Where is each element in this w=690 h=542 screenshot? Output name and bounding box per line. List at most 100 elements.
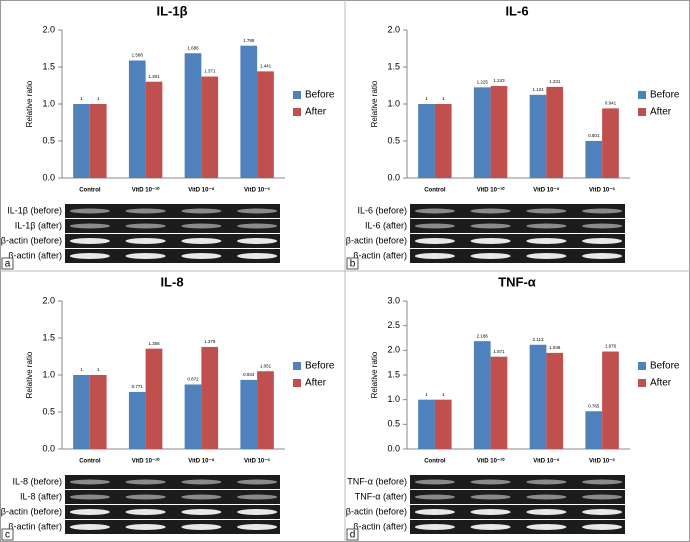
gel-band bbox=[526, 208, 567, 214]
gel-band bbox=[470, 494, 511, 500]
legend-swatch bbox=[638, 91, 646, 99]
y-tick-label: 2.0 bbox=[387, 345, 400, 355]
gel-band bbox=[526, 223, 567, 229]
bar bbox=[201, 76, 219, 178]
gel-label: β-actin (after) bbox=[8, 250, 62, 260]
gel-label: IL-6 (before) bbox=[357, 205, 407, 215]
gel-band bbox=[237, 208, 278, 214]
bar bbox=[529, 94, 547, 178]
bar bbox=[473, 341, 491, 449]
value-label: 1.225 bbox=[477, 80, 489, 85]
gel-band bbox=[69, 253, 110, 259]
bar bbox=[546, 86, 564, 178]
gel-band bbox=[582, 509, 623, 515]
y-tick-label: 1.0 bbox=[42, 369, 55, 379]
bar bbox=[145, 81, 163, 178]
bar bbox=[434, 104, 452, 178]
bar bbox=[257, 371, 274, 449]
legend-swatch bbox=[293, 91, 301, 99]
gel-band bbox=[237, 509, 278, 515]
gel-label: IL-1β (after) bbox=[15, 220, 62, 230]
value-label: 1.243 bbox=[493, 78, 505, 83]
y-tick-label: 2.0 bbox=[387, 24, 400, 34]
gel-band bbox=[582, 208, 623, 214]
y-tick-label: 2.5 bbox=[387, 320, 400, 330]
value-label: 1 bbox=[442, 96, 445, 101]
gel-strip bbox=[410, 234, 625, 248]
y-axis-label: Relative ratio bbox=[370, 351, 379, 398]
gel-label: β-actin (before) bbox=[346, 235, 407, 245]
gel-strip bbox=[65, 249, 280, 263]
y-tick-label: 1.0 bbox=[42, 98, 55, 108]
bar bbox=[418, 104, 435, 178]
gel-band bbox=[125, 524, 166, 530]
value-label: 0.872 bbox=[187, 377, 199, 382]
value-label: 1.948 bbox=[549, 345, 561, 350]
gel-band bbox=[181, 509, 222, 515]
value-label: 0.765 bbox=[588, 403, 600, 408]
legend-label: After bbox=[650, 378, 672, 389]
value-label: 1.976 bbox=[605, 344, 617, 349]
chart-title: IL-1β bbox=[156, 3, 187, 18]
y-tick-label: 2.0 bbox=[42, 24, 55, 34]
gel-band bbox=[526, 479, 567, 485]
value-label: 0.501 bbox=[588, 133, 600, 138]
value-label: 1.379 bbox=[204, 339, 216, 344]
y-tick-label: 2.0 bbox=[42, 295, 55, 305]
legend-swatch bbox=[638, 379, 646, 387]
gel-band bbox=[181, 208, 222, 214]
gel-strip bbox=[65, 219, 280, 233]
gel-band bbox=[125, 494, 166, 500]
gel-band bbox=[470, 238, 511, 244]
bar bbox=[490, 356, 508, 449]
bar bbox=[89, 104, 107, 178]
x-tick-label: Control bbox=[424, 188, 446, 194]
bar bbox=[240, 45, 258, 178]
bar bbox=[240, 379, 258, 449]
y-axis-label: Relative ratio bbox=[25, 80, 34, 127]
gel-label: IL-6 (after) bbox=[365, 220, 407, 230]
y-tick-label: 1.5 bbox=[42, 332, 55, 342]
value-label: 1 bbox=[442, 392, 445, 397]
value-label: 0.941 bbox=[605, 101, 617, 106]
bar bbox=[184, 53, 202, 178]
x-tick-label: VitD 10⁻⁸ bbox=[533, 459, 559, 465]
gel-label: TNF-α (after) bbox=[355, 491, 407, 501]
value-label: 1.124 bbox=[532, 87, 544, 92]
bar bbox=[490, 86, 508, 178]
gel-band bbox=[470, 253, 511, 259]
x-tick-label: Control bbox=[79, 188, 101, 194]
x-tick-label: VitD 10⁻¹⁰ bbox=[132, 458, 160, 465]
gel-strip bbox=[65, 234, 280, 248]
gel-label: β-actin (before) bbox=[346, 506, 407, 516]
gel-band bbox=[470, 509, 511, 515]
value-label: 0.934 bbox=[243, 372, 255, 377]
gel-band bbox=[181, 223, 222, 229]
gel-band bbox=[414, 509, 455, 515]
gel-label: β-actin (after) bbox=[353, 521, 407, 531]
gel-band bbox=[582, 253, 623, 259]
gel-label: TNF-α (before) bbox=[347, 476, 407, 486]
bar bbox=[145, 348, 163, 449]
panel-letter-box bbox=[1, 257, 14, 270]
y-axis-label: Relative ratio bbox=[370, 80, 379, 127]
panel-letter-box bbox=[346, 528, 359, 541]
value-label: 1 bbox=[80, 367, 83, 372]
bar bbox=[473, 87, 491, 178]
gel-band bbox=[582, 524, 623, 530]
x-tick-label: VitD 10⁻⁶ bbox=[244, 459, 270, 465]
gel-band bbox=[414, 223, 455, 229]
gel-band bbox=[69, 494, 110, 500]
bar bbox=[546, 352, 564, 449]
gel-band bbox=[125, 253, 166, 259]
panel-letter: a bbox=[5, 259, 11, 270]
gel-band bbox=[181, 494, 222, 500]
y-tick-label: 1.5 bbox=[387, 369, 400, 379]
gel-strip bbox=[410, 249, 625, 263]
legend-swatch bbox=[293, 108, 301, 116]
value-label: 1.301 bbox=[148, 74, 160, 79]
y-tick-label: 0.0 bbox=[387, 443, 400, 453]
legend-label: After bbox=[305, 378, 327, 389]
gel-band bbox=[181, 238, 222, 244]
x-tick-label: VitD 10⁻¹⁰ bbox=[132, 187, 160, 194]
